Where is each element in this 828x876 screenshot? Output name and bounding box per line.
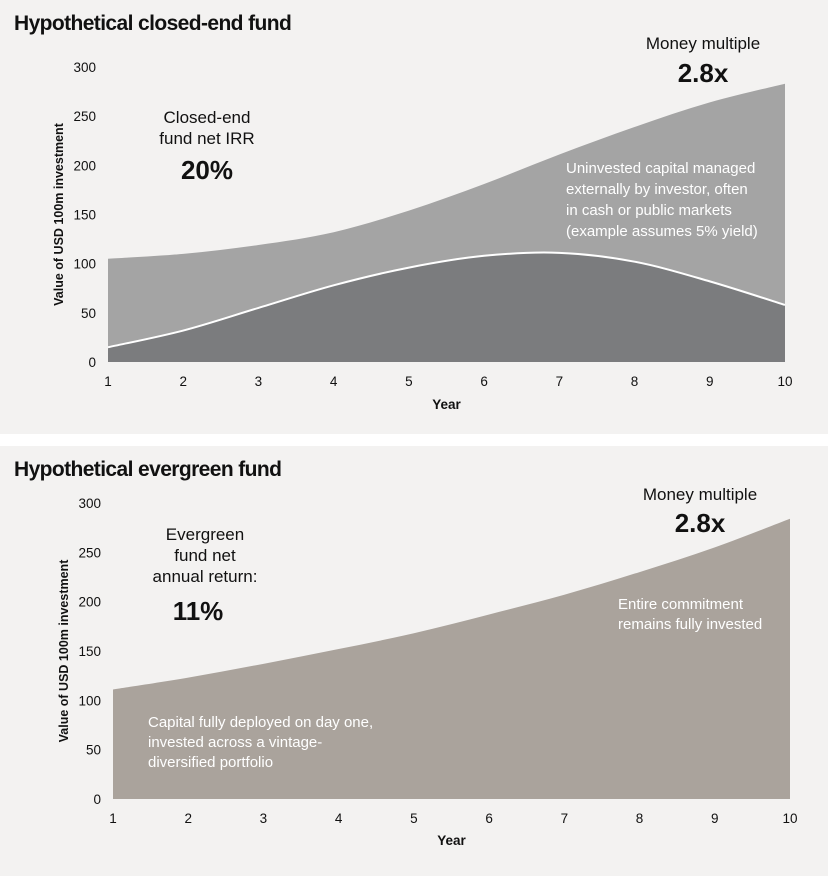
x-tick-label: 1 (104, 374, 112, 389)
return-value: 11% (173, 596, 224, 626)
x-axis-label: Year (437, 833, 466, 848)
x-tick-label: 5 (405, 374, 413, 389)
x-tick-label: 9 (706, 374, 714, 389)
x-tick-label: 5 (410, 811, 418, 826)
x-tick-label: 7 (561, 811, 569, 826)
x-tick-label: 1 (109, 811, 117, 826)
y-tick-label: 50 (81, 306, 96, 321)
y-tick-label: 50 (86, 743, 101, 758)
evergreen-fund-area (113, 518, 790, 799)
irr-label: fund net IRR (159, 129, 254, 148)
x-tick-label: 8 (636, 811, 644, 826)
x-tick-label: 3 (260, 811, 268, 826)
y-tick-label: 250 (73, 109, 96, 124)
money-multiple-label: Money multiple (643, 485, 757, 504)
y-axis-label: Value of USD 100m investment (52, 122, 66, 306)
evergreen-fund-panel: Hypothetical evergreen fund 0 50 100 150 200… (0, 446, 828, 876)
y-tick-label: 200 (73, 158, 96, 173)
x-tick-label: 10 (782, 811, 797, 826)
deployed-annotation: diversified portfolio (148, 754, 273, 771)
invested-capital-line (107, 251, 786, 349)
money-multiple-label: Money multiple (646, 34, 760, 53)
invested-capital-area (108, 252, 785, 362)
money-multiple-value: 2.8x (675, 508, 726, 538)
closed-end-fund-chart: 0 50 100 150 200 250 300 1 2 3 4 5 6 7 8 9 10 Year Value o… (52, 34, 793, 412)
fully-invested-annotation: Entire commitment (618, 596, 744, 613)
return-label: fund net (174, 546, 236, 565)
x-tick-label: 9 (711, 811, 719, 826)
chart-title: Hypothetical closed-end fund (14, 12, 292, 35)
irr-label: Closed-end (164, 108, 251, 127)
y-tick-label: 100 (78, 693, 101, 708)
irr-value: 20% (181, 155, 233, 185)
x-tick-label: 3 (255, 374, 263, 389)
uninvested-annotation: externally by investor, often (566, 181, 748, 198)
x-axis-label: Year (432, 397, 461, 412)
y-tick-label: 150 (78, 644, 101, 659)
x-tick-label: 6 (485, 811, 493, 826)
y-axis-label: Value of USD 100m investment (57, 559, 71, 743)
uninvested-annotation: in cash or public markets (566, 202, 732, 219)
x-tick-label: 8 (631, 374, 639, 389)
y-tick-label: 150 (73, 208, 96, 223)
deployed-annotation: Capital fully deployed on day one, (148, 714, 373, 731)
money-multiple-value: 2.8x (678, 58, 729, 88)
x-tick-label: 2 (179, 374, 187, 389)
x-tick-label: 10 (777, 374, 792, 389)
deployed-annotation: invested across a vintage- (148, 734, 322, 751)
x-tick-label: 4 (330, 374, 338, 389)
uninvested-annotation: (example assumes 5% yield) (566, 223, 758, 240)
uninvested-annotation: Uninvested capital managed (566, 160, 755, 177)
x-tick-label: 2 (184, 811, 192, 826)
return-label: annual return: (153, 567, 258, 586)
y-tick-label: 200 (78, 595, 101, 610)
uninvested-capital-area (108, 83, 785, 348)
fully-invested-annotation: remains fully invested (618, 616, 762, 633)
y-tick-label: 300 (78, 496, 101, 511)
return-label: Evergreen (166, 525, 244, 544)
x-tick-label: 4 (335, 811, 343, 826)
evergreen-fund-chart: 0 50 100 150 200 250 300 1 2 3 4 5 6 7 8 9 10 Year Value o… (57, 485, 798, 848)
chart-title: Hypothetical evergreen fund (14, 458, 282, 481)
closed-end-fund-panel: Hypothetical closed-end fund 0 50 100 150 20… (0, 0, 828, 434)
y-tick-label: 250 (78, 545, 101, 560)
y-tick-label: 0 (88, 355, 96, 370)
y-tick-label: 300 (73, 60, 96, 75)
x-tick-label: 7 (556, 374, 564, 389)
y-tick-label: 0 (93, 792, 101, 807)
y-tick-label: 100 (73, 257, 96, 272)
x-tick-label: 6 (480, 374, 488, 389)
